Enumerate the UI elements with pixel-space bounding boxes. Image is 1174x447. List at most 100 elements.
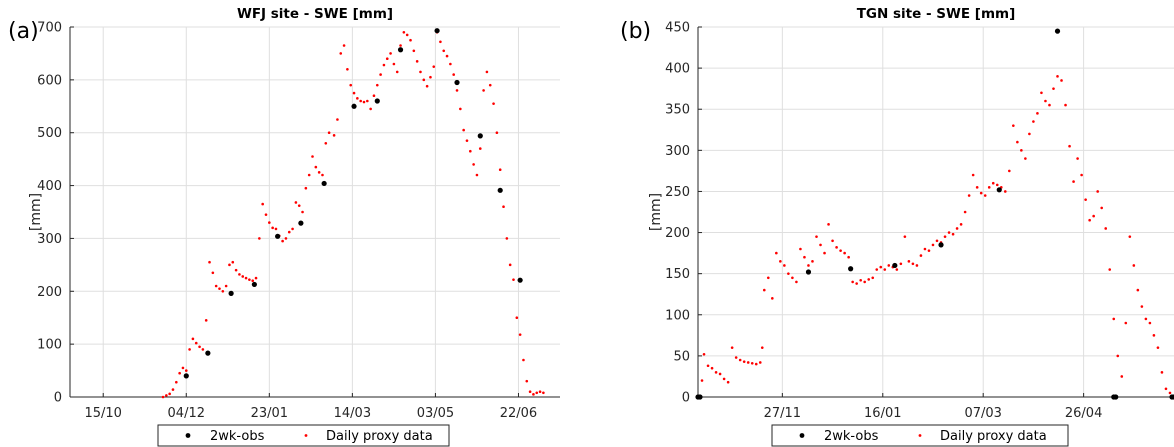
panel-label: (a) — [8, 19, 39, 44]
proxy-point — [346, 67, 349, 71]
proxy-point — [726, 380, 730, 384]
proxy-point — [1132, 264, 1136, 267]
proxy-point — [1064, 103, 1067, 107]
legend-proxy-label: Daily proxy data — [940, 429, 1047, 444]
proxy-point — [871, 276, 875, 280]
proxy-point — [442, 49, 446, 53]
proxy-point — [955, 227, 959, 230]
proxy-point — [1068, 144, 1071, 148]
proxy-point — [485, 70, 489, 74]
y-tick-label: 700 — [37, 21, 62, 36]
proxy-point — [714, 371, 718, 374]
proxy-point — [1040, 91, 1043, 95]
proxy-point — [445, 54, 449, 58]
proxy-point — [439, 40, 442, 44]
proxy-point — [1056, 75, 1059, 78]
proxy-point — [1060, 79, 1063, 82]
y-tick-label: 300 — [665, 144, 690, 159]
proxy-point — [359, 99, 362, 103]
proxy-point — [478, 147, 482, 150]
proxy-point — [1120, 375, 1124, 378]
proxy-point — [1152, 334, 1156, 337]
proxy-point — [1100, 206, 1103, 210]
proxy-point — [409, 38, 412, 42]
obs-point — [374, 98, 380, 104]
grid-lines — [70, 26, 560, 398]
proxy-point — [863, 280, 867, 284]
proxy-point — [294, 201, 298, 204]
panel-b: 0 50 100 150 200 250 300 350 400 450 27/11 16/01 07/… — [620, 6, 1174, 447]
proxy-point — [455, 89, 459, 92]
proxy-point — [382, 63, 386, 67]
proxy-point — [915, 264, 919, 267]
proxy-point — [1168, 391, 1172, 395]
proxy-point — [1096, 190, 1099, 193]
proxy-point — [538, 390, 542, 394]
proxy-point — [505, 237, 509, 240]
proxy-point — [349, 83, 353, 87]
proxy-point — [488, 83, 492, 87]
chart-title: TGN site - SWE [mm] — [857, 6, 1016, 22]
proxy-point — [771, 297, 774, 300]
proxy-point — [1092, 214, 1095, 218]
proxy-point — [211, 271, 215, 275]
obs-point — [938, 242, 944, 248]
proxy-point — [758, 361, 762, 364]
y-axis-label: [mm] — [648, 193, 664, 231]
proxy-point — [385, 57, 389, 61]
proxy-point — [234, 268, 238, 272]
proxy-point — [750, 361, 754, 365]
proxy-point — [1020, 149, 1023, 152]
proxy-point — [317, 171, 321, 174]
proxy-point — [787, 272, 790, 275]
y-tick-label: 0 — [54, 391, 62, 406]
x-tick-label: 26/04 — [1065, 406, 1102, 421]
x-tick-label: 03/05 — [417, 406, 454, 421]
proxy-point — [791, 276, 794, 280]
proxy-point — [1028, 132, 1031, 136]
proxy-point — [425, 84, 429, 88]
obs-point — [251, 281, 257, 288]
proxy-point — [1076, 157, 1079, 160]
proxy-point — [919, 254, 923, 257]
proxy-point — [734, 356, 738, 359]
data-points — [695, 28, 1174, 400]
x-tick-label: 27/11 — [764, 406, 801, 421]
proxy-point — [532, 393, 535, 396]
proxy-point — [392, 62, 396, 66]
proxy-point — [847, 255, 850, 259]
x-tick-label: 04/12 — [168, 406, 205, 421]
proxy-point — [402, 30, 406, 34]
proxy-point — [1072, 180, 1075, 183]
proxy-point — [963, 210, 967, 214]
proxy-point — [178, 371, 181, 375]
proxy-point — [204, 319, 208, 322]
proxy-point — [221, 289, 225, 293]
proxy-point — [807, 264, 810, 267]
proxy-point — [991, 181, 995, 185]
proxy-point — [1124, 321, 1128, 325]
proxy-point — [198, 345, 201, 349]
proxy-point — [327, 131, 331, 135]
proxy-point — [1044, 99, 1047, 103]
proxy-point — [1128, 235, 1132, 238]
proxy-point — [419, 70, 422, 74]
x-tick-label: 14/03 — [334, 406, 371, 421]
proxy-point — [907, 260, 911, 263]
obs-point — [183, 373, 189, 379]
proxy-point — [201, 348, 205, 351]
proxy-point — [1156, 346, 1160, 349]
proxy-point — [465, 139, 469, 142]
proxy-point — [959, 223, 963, 226]
legend-obs-label: 2wk-obs — [824, 429, 879, 444]
proxy-point — [518, 333, 522, 336]
proxy-point — [321, 173, 324, 177]
proxy-point — [482, 89, 485, 92]
proxy-point — [975, 186, 979, 189]
proxy-point — [342, 44, 346, 47]
proxy-point — [214, 284, 218, 288]
proxy-point — [372, 94, 376, 98]
y-tick-label: 400 — [665, 62, 690, 77]
y-tick-label: 350 — [665, 103, 690, 118]
